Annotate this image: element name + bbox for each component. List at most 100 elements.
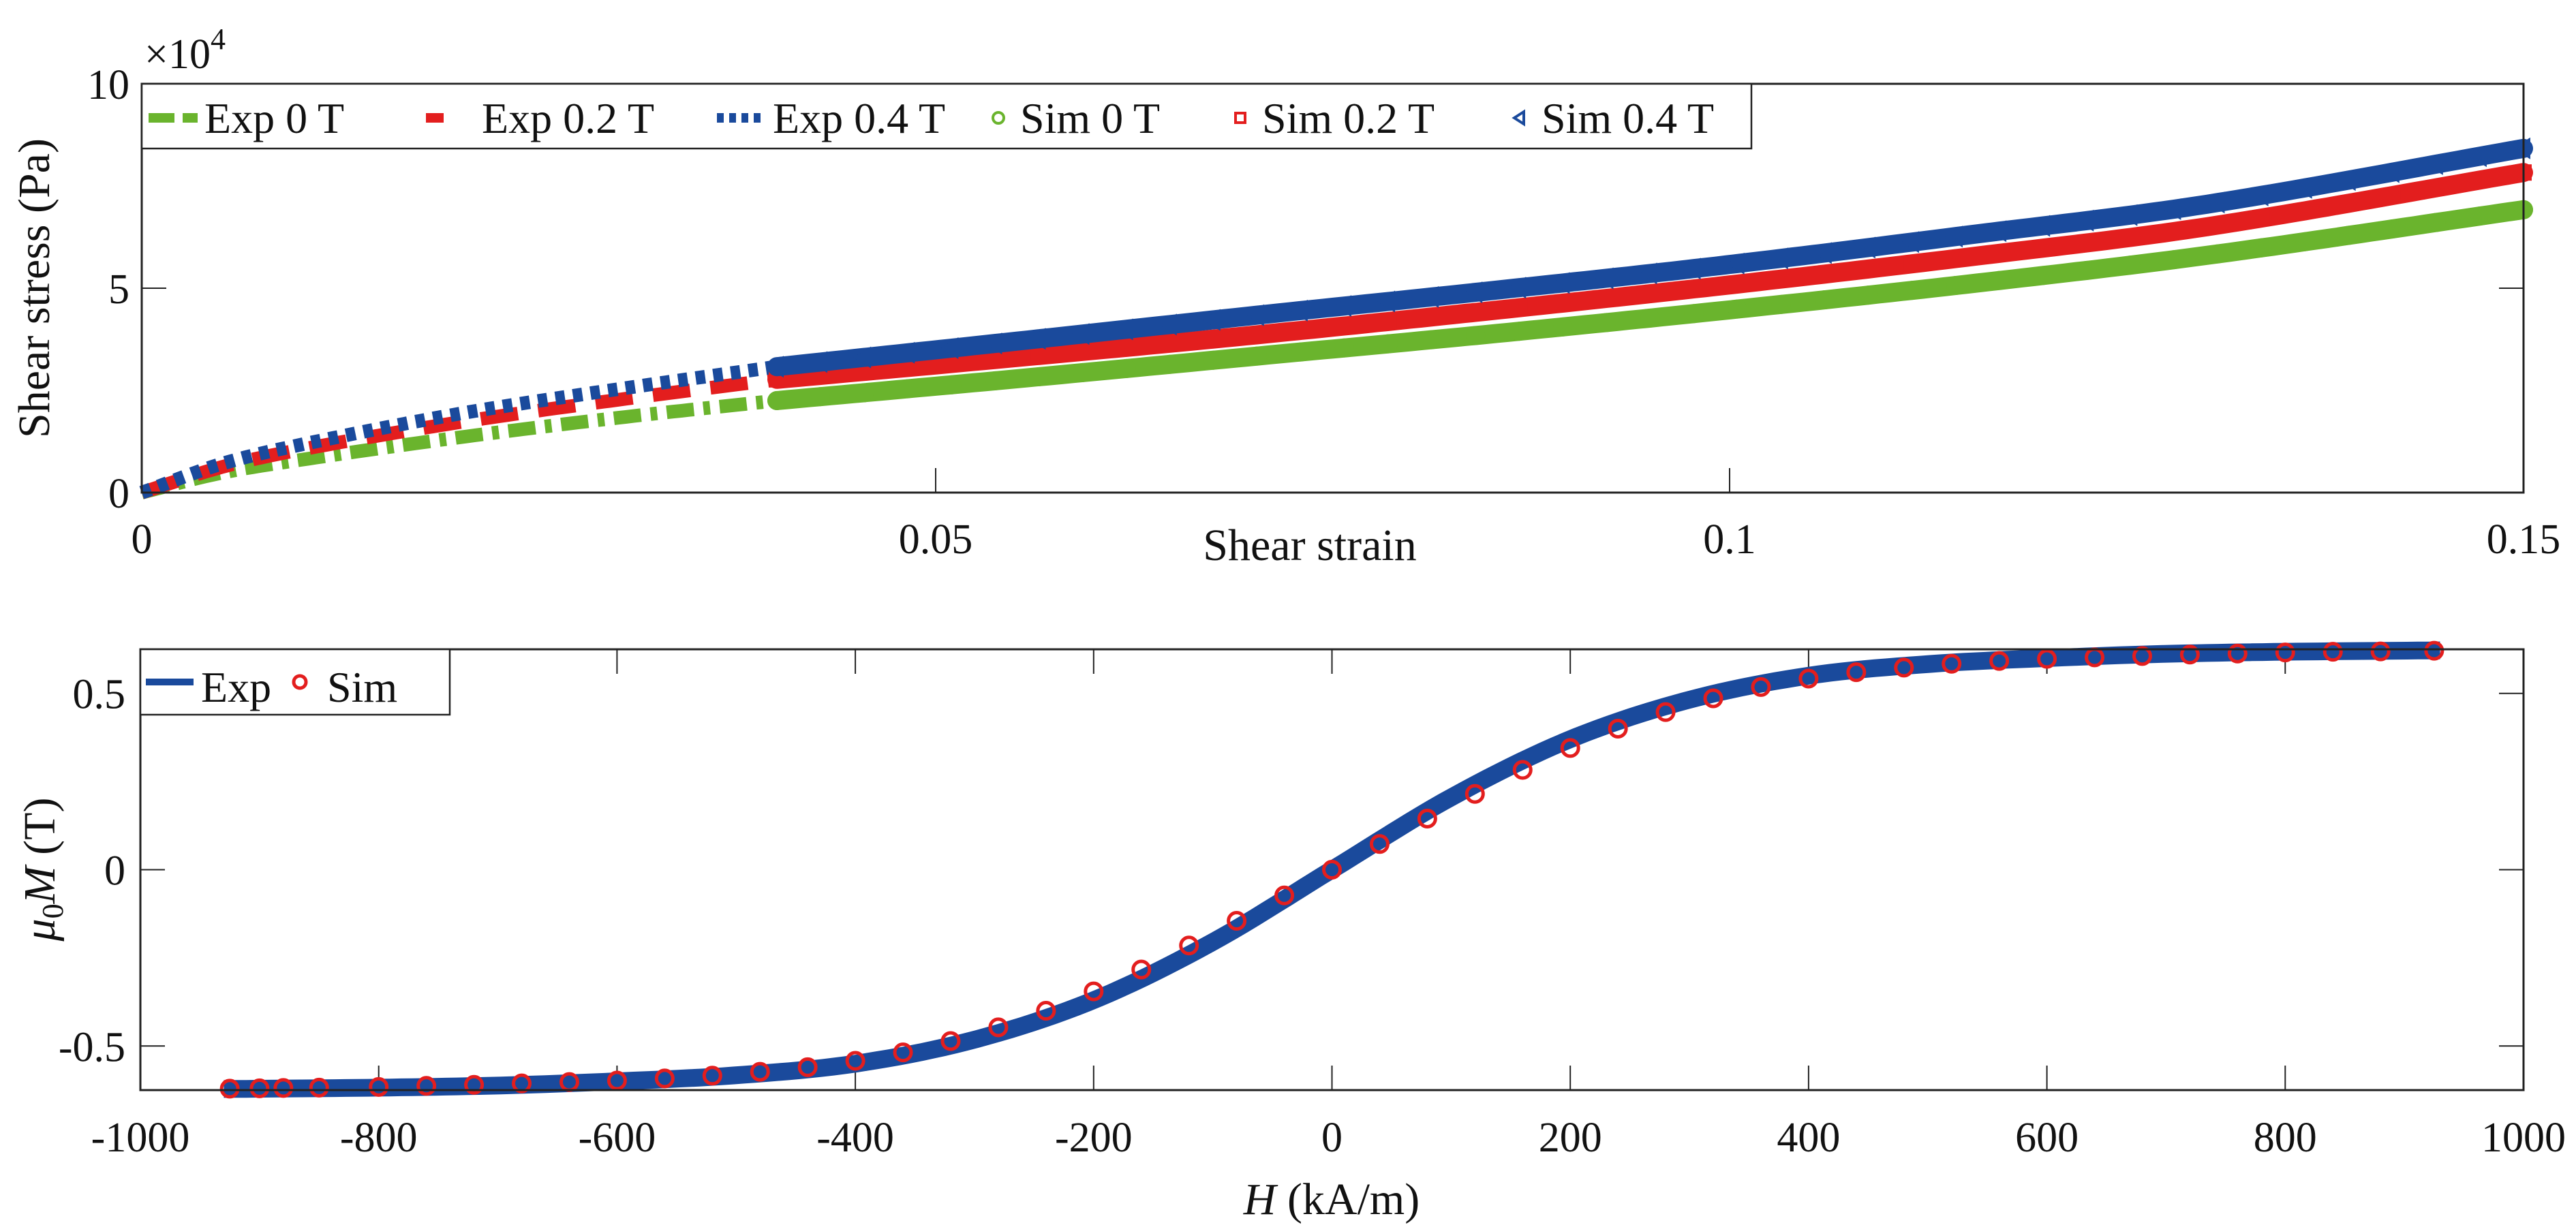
- series-sim-0-t: [767, 200, 2533, 410]
- axes-frame: [139, 648, 2525, 1091]
- data-point: [1903, 255, 1920, 273]
- data-point: [1770, 247, 1788, 270]
- data-point: [1597, 313, 1616, 332]
- legend-label: Exp 0 T: [204, 94, 344, 142]
- data-point: [2322, 642, 2343, 662]
- data-point: [2253, 210, 2270, 227]
- data-point: [1247, 346, 1267, 366]
- data-point: [1684, 304, 1704, 324]
- x-tick-label: 400: [1777, 1115, 1840, 1161]
- series-sim-0-2-t: [767, 163, 2533, 389]
- data-point: [1203, 350, 1223, 370]
- data-point: [1274, 885, 1295, 905]
- data-point: [1508, 277, 1527, 299]
- data-point: [898, 379, 918, 399]
- data-point: [810, 351, 828, 373]
- data-point: [2032, 215, 2051, 237]
- data-point: [2034, 266, 2053, 285]
- legend-label: Exp 0.4 T: [773, 94, 945, 142]
- legend-item: Sim 0.4 T: [1512, 94, 1714, 142]
- legend-item: Exp 0 T: [149, 94, 344, 142]
- data-point: [1116, 358, 1136, 378]
- x-tick-label: 0: [1321, 1115, 1343, 1161]
- legend-item: Exp: [146, 663, 271, 711]
- series-group: [219, 640, 2444, 1099]
- data-point: [2297, 202, 2314, 219]
- legend-item: Exp 0.4 T: [717, 94, 945, 142]
- data-point: [2384, 187, 2401, 204]
- y-axis-label: Shear stress (Pa): [10, 138, 59, 438]
- data-point: [766, 356, 784, 378]
- data-point: [1160, 354, 1180, 374]
- legend-label: Exp: [201, 663, 271, 711]
- data-point: [1202, 309, 1221, 331]
- data-point: [2340, 195, 2357, 212]
- data-point: [2470, 206, 2489, 226]
- y-tick-label: -0.5: [59, 1024, 125, 1070]
- data-point: [987, 351, 1004, 368]
- legend-marker-icon: [292, 674, 308, 690]
- legend-item: Sim: [292, 663, 397, 711]
- x-tick-label: 600: [2015, 1115, 2079, 1161]
- data-point: [1942, 653, 1962, 674]
- series-line: [140, 394, 778, 499]
- data-point: [2209, 217, 2226, 234]
- data-point: [811, 387, 831, 407]
- data-point: [1948, 250, 1965, 267]
- data-point: [1857, 236, 1875, 259]
- data-point: [1608, 718, 1628, 739]
- data-point: [897, 341, 915, 364]
- data-point: [1511, 299, 1528, 316]
- data-point: [2132, 646, 2152, 666]
- data-point: [2179, 645, 2200, 665]
- data-point: [1728, 299, 1747, 319]
- data-point: [2427, 179, 2444, 196]
- data-point: [750, 1061, 770, 1082]
- data-point: [1417, 808, 1437, 828]
- legend-box: [140, 82, 1753, 150]
- data-point: [1846, 662, 1867, 683]
- legend-label: Sim: [327, 663, 397, 711]
- data-point: [1159, 313, 1177, 336]
- data-point: [1946, 275, 1966, 295]
- data-point: [1598, 290, 1615, 307]
- data-point: [1815, 290, 1835, 310]
- data-point: [1512, 760, 1533, 780]
- legend: Exp 0 T Exp 0.2 T Exp 0.4 T Sim 0 T Sim 0.2 …: [140, 82, 1753, 150]
- data-point: [893, 1042, 913, 1063]
- data-point: [1074, 343, 1091, 360]
- x-tick-label: -600: [579, 1115, 656, 1161]
- data-point: [2337, 169, 2356, 191]
- x-axis-label: H (kA/m): [1243, 1175, 1420, 1224]
- data-point: [1683, 258, 1701, 280]
- data-point: [2163, 198, 2181, 220]
- data-point: [2079, 234, 2096, 251]
- x-tick-label: -800: [340, 1115, 418, 1161]
- data-point: [940, 337, 959, 359]
- data-point: [1322, 860, 1342, 880]
- data-point: [1729, 275, 1746, 292]
- legend-label: Sim 0.4 T: [1542, 94, 1714, 142]
- legend-marker-icon: [1512, 109, 1525, 127]
- data-point: [2339, 226, 2359, 245]
- data-point: [273, 1078, 294, 1098]
- series-exp-0-4-t: [139, 360, 778, 499]
- data-point: [767, 391, 786, 410]
- data-point: [1289, 299, 1308, 322]
- data-point: [2166, 223, 2183, 240]
- data-point: [1379, 334, 1398, 354]
- data-point: [2513, 137, 2530, 159]
- data-point: [1421, 285, 1439, 308]
- y-tick-labels: 0 5 10: [87, 62, 129, 517]
- x-tick-labels: 0 0.05 0.1 0.15: [132, 516, 2561, 563]
- data-point: [2076, 209, 2094, 232]
- data-point: [985, 371, 1005, 390]
- data-point: [797, 1057, 818, 1077]
- data-point: [1118, 339, 1135, 356]
- data-point: [1554, 294, 1571, 311]
- series-exp-0-t: [140, 394, 778, 499]
- data-point: [1467, 304, 1484, 321]
- data-point: [1377, 290, 1396, 313]
- x-tick-label: -400: [816, 1115, 894, 1161]
- data-point: [369, 1076, 389, 1097]
